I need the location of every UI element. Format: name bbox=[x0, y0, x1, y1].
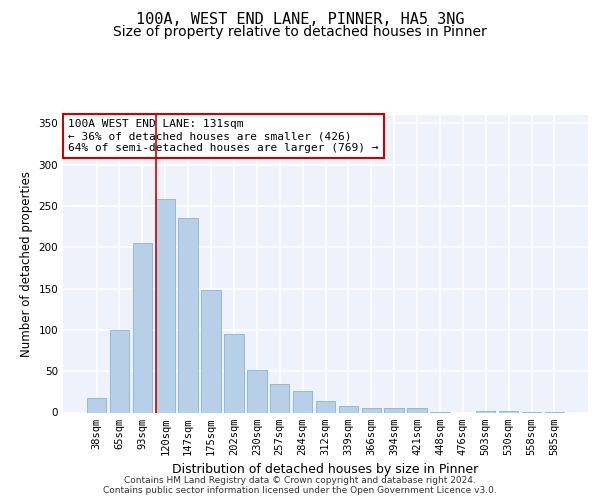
Bar bbox=[316, 401, 335, 412]
Bar bbox=[293, 391, 313, 412]
Bar bbox=[202, 290, 221, 412]
Bar bbox=[338, 406, 358, 412]
Bar bbox=[247, 370, 266, 412]
Text: Size of property relative to detached houses in Pinner: Size of property relative to detached ho… bbox=[113, 25, 487, 39]
Bar bbox=[385, 408, 404, 412]
Bar bbox=[407, 408, 427, 412]
Bar bbox=[499, 411, 518, 412]
X-axis label: Distribution of detached houses by size in Pinner: Distribution of detached houses by size … bbox=[172, 463, 479, 476]
Bar bbox=[362, 408, 381, 412]
Text: 100A WEST END LANE: 131sqm
← 36% of detached houses are smaller (426)
64% of sem: 100A WEST END LANE: 131sqm ← 36% of deta… bbox=[68, 120, 379, 152]
Y-axis label: Number of detached properties: Number of detached properties bbox=[20, 171, 33, 357]
Text: 100A, WEST END LANE, PINNER, HA5 3NG: 100A, WEST END LANE, PINNER, HA5 3NG bbox=[136, 12, 464, 28]
Bar bbox=[87, 398, 106, 412]
Bar bbox=[110, 330, 129, 412]
Bar bbox=[155, 200, 175, 412]
Bar bbox=[476, 411, 496, 412]
Bar bbox=[224, 334, 244, 412]
Bar bbox=[178, 218, 198, 412]
Bar bbox=[133, 243, 152, 412]
Bar bbox=[270, 384, 289, 412]
Text: Contains HM Land Registry data © Crown copyright and database right 2024.
Contai: Contains HM Land Registry data © Crown c… bbox=[103, 476, 497, 495]
